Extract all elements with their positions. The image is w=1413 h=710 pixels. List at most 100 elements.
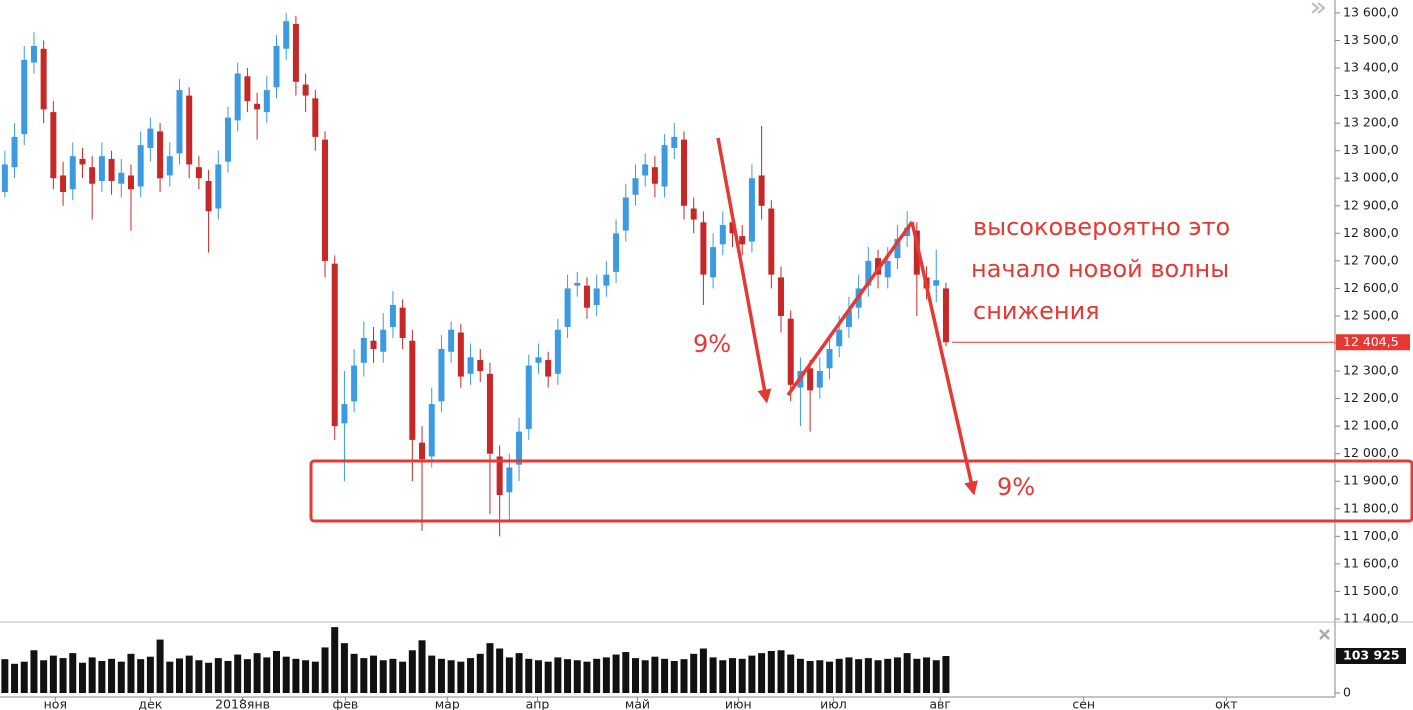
volume-bar — [40, 660, 48, 693]
candle-body — [292, 23, 299, 82]
volume-label-box — [1336, 648, 1406, 665]
volume-bar — [418, 640, 426, 693]
candle-body — [894, 238, 901, 259]
candle-body — [419, 442, 426, 460]
volume-bar — [564, 659, 572, 693]
candle-body — [118, 172, 125, 184]
candle-body — [98, 156, 105, 181]
y-tick-label: 13 300,0 — [1343, 87, 1399, 102]
candle-body — [545, 360, 552, 377]
candle-body — [719, 225, 726, 245]
volume-bar — [127, 653, 135, 693]
volume-bar — [49, 655, 57, 693]
last-price-label: 12 404,5 — [1343, 334, 1399, 349]
candle-body — [661, 145, 668, 187]
candle-body — [875, 258, 882, 275]
volume-bar — [777, 650, 785, 693]
volume-bar — [942, 656, 950, 693]
volume-bar — [59, 658, 67, 693]
volume-bar — [505, 657, 513, 693]
volume-bar — [214, 658, 222, 693]
candle-body — [525, 365, 532, 429]
y-tick-label: 13 100,0 — [1343, 142, 1399, 157]
candle-body — [457, 332, 464, 377]
candle-body — [739, 236, 746, 245]
candle-body — [205, 180, 212, 212]
candle-body — [554, 329, 561, 374]
volume-bar — [175, 658, 183, 693]
volume-bar — [612, 654, 620, 693]
volume-bar — [884, 658, 892, 693]
x-tick-label: дек — [138, 697, 162, 710]
volume-bar — [321, 647, 329, 693]
volume-bar — [263, 657, 271, 693]
support-zone — [309, 459, 1413, 523]
volume-bar — [806, 660, 814, 693]
y-tick-label: 11 700,0 — [1343, 528, 1399, 543]
volume-bar — [699, 648, 707, 693]
volume-bar — [622, 652, 630, 693]
volume-bar — [408, 650, 416, 693]
y-tick-label: 11 800,0 — [1343, 500, 1399, 515]
candle-body — [351, 365, 358, 402]
volume-bar — [661, 658, 669, 693]
candle-body — [836, 329, 843, 347]
candle-body — [632, 178, 639, 195]
volume-bar — [874, 660, 882, 693]
candle-body — [884, 260, 891, 278]
candle-body — [680, 139, 687, 206]
volume-bar — [903, 653, 911, 693]
candle-body — [176, 90, 183, 154]
candle-body — [826, 349, 833, 369]
candle-body — [224, 117, 231, 162]
candle-body — [360, 337, 367, 363]
volume-bar — [641, 660, 649, 693]
candle-body — [613, 233, 620, 272]
volume-bar — [292, 658, 300, 693]
volume-bar — [273, 650, 281, 693]
candle-body — [127, 175, 134, 190]
volume-bar — [651, 656, 659, 693]
candle-body — [79, 158, 86, 165]
volume-bar — [816, 660, 824, 693]
volume-bar — [1, 659, 9, 693]
candle-body — [622, 197, 629, 231]
candle-body — [506, 467, 513, 493]
candle-body — [370, 340, 377, 350]
volume-bar — [146, 656, 154, 693]
annotation: 9% — [693, 330, 731, 358]
volume-bar — [573, 660, 581, 693]
y-tick-label: 12 000,0 — [1343, 445, 1399, 460]
volume-bar — [311, 661, 319, 693]
y-tick-label: 13 400,0 — [1343, 60, 1399, 75]
x-tick-label: май — [625, 697, 650, 710]
volume-bar — [913, 658, 921, 693]
scroll-icon[interactable] — [1311, 2, 1326, 14]
volume-bar — [108, 658, 116, 693]
volume-bar — [554, 657, 562, 693]
volume-bar — [370, 655, 378, 693]
volume-bar — [476, 653, 484, 693]
candle-body — [147, 128, 154, 148]
candle-body — [302, 84, 309, 96]
candle-body — [496, 456, 503, 496]
volume-bar — [748, 655, 756, 693]
volume-bar — [117, 661, 125, 693]
y-tick-label: 11 400,0 — [1343, 610, 1399, 625]
volume-bar — [185, 655, 193, 693]
volume-bar — [835, 658, 843, 693]
volume-bar — [243, 659, 251, 693]
candle-body — [312, 98, 319, 137]
candle-body — [748, 178, 755, 242]
close-icon[interactable] — [1319, 629, 1330, 640]
candle-body — [904, 227, 911, 237]
candle-body — [40, 48, 47, 110]
volume-bar — [932, 660, 940, 693]
candle-body — [574, 282, 581, 286]
volume-bar — [11, 663, 19, 693]
volume-bar — [719, 660, 727, 693]
candle-body — [865, 260, 872, 286]
candle-body — [603, 274, 610, 286]
x-tick-label: сен — [1072, 697, 1095, 710]
